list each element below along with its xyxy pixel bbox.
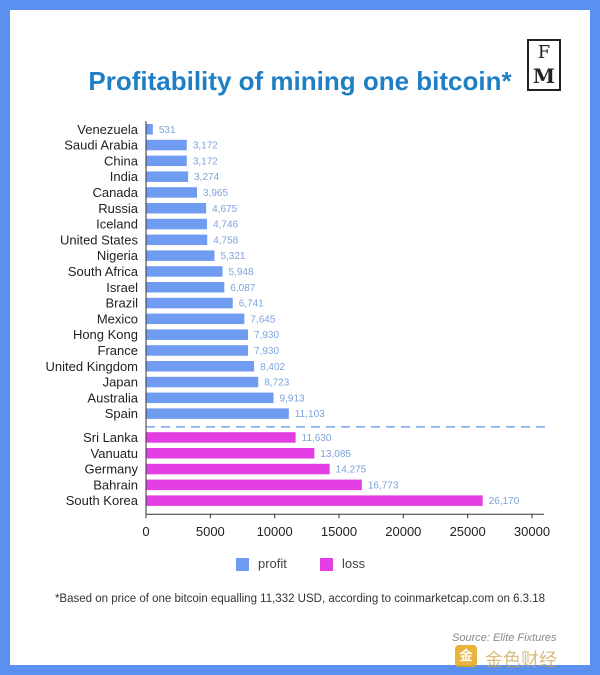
value-label: 14,275	[336, 465, 367, 476]
chart-title: Profitability of mining one bitcoin*	[88, 66, 512, 96]
golden-finance-logo-icon: 金	[455, 645, 477, 667]
bar-profit	[146, 376, 259, 388]
value-label: 4,758	[213, 235, 238, 246]
value-label: 9,913	[280, 393, 305, 404]
x-tick-label: 5000	[196, 524, 225, 539]
value-label: 7,930	[254, 346, 279, 357]
category-label: Saudi Arabia	[64, 138, 138, 153]
category-label: United Kingdom	[46, 359, 139, 374]
x-tick-label: 30000	[514, 524, 550, 539]
value-label: 6,087	[230, 283, 255, 294]
value-label: 7,930	[254, 330, 279, 341]
logo-letter-top: F	[537, 42, 551, 63]
bar-profit	[146, 218, 208, 230]
bar-profit	[146, 187, 198, 198]
category-label: Bahrain	[93, 477, 138, 492]
value-label: 11,630	[302, 433, 332, 444]
category-label: Hong Kong	[73, 327, 138, 342]
value-label: 4,746	[213, 220, 238, 231]
bar-loss	[146, 463, 330, 475]
value-label: 3,172	[193, 156, 218, 167]
legend-label-loss: loss	[342, 556, 366, 571]
value-label: 13,085	[320, 449, 351, 460]
value-label: 5,321	[220, 251, 245, 262]
legend-label-profit: profit	[258, 556, 287, 571]
x-tick-label: 0	[142, 524, 149, 539]
value-label: 3,172	[193, 141, 218, 152]
bar-profit	[146, 282, 225, 293]
category-label: Israel	[106, 280, 138, 295]
bar-profit	[146, 408, 289, 419]
legend-swatch-profit	[236, 558, 249, 571]
category-label: France	[98, 343, 138, 358]
value-label: 4,675	[212, 204, 237, 215]
value-label: 11,103	[295, 409, 325, 420]
logo-letter-bottom: M	[532, 64, 556, 88]
category-label: Brazil	[105, 296, 138, 311]
footnote: *Based on price of one bitcoin equalling…	[54, 593, 546, 605]
category-label: Iceland	[96, 217, 138, 232]
x-tick-label: 15000	[321, 524, 357, 539]
value-label: 16,773	[368, 480, 399, 491]
value-label: 531	[159, 125, 176, 136]
value-label: 3,274	[194, 172, 219, 183]
legend-swatch-loss	[320, 558, 333, 571]
bar-loss	[146, 495, 483, 506]
fm-logo: F M	[527, 39, 561, 91]
category-label: United States	[60, 232, 139, 247]
value-label: 8,723	[264, 378, 289, 389]
chart-card	[10, 10, 590, 665]
bar-profit	[146, 266, 223, 277]
category-label: South Africa	[68, 264, 139, 279]
value-label: 26,170	[489, 496, 520, 507]
category-label: Sri Lanka	[83, 430, 139, 445]
bar-profit	[146, 234, 208, 246]
source-credit: Source: Elite Fixtures	[452, 632, 557, 644]
bar-profit	[146, 171, 189, 182]
category-label: Vanuatu	[91, 446, 138, 461]
bar-profit	[146, 203, 207, 214]
legend: profit loss	[0, 555, 600, 575]
category-label: Venezuela	[77, 122, 138, 137]
category-label: Germany	[85, 462, 139, 477]
bar-profit	[146, 392, 274, 404]
category-label: Russia	[98, 201, 139, 216]
category-label: India	[110, 169, 139, 184]
bar-profit	[146, 250, 215, 261]
bar-profit	[146, 345, 249, 356]
bar-profit	[146, 155, 187, 167]
bar-profit	[146, 124, 153, 135]
x-tick-label: 25000	[450, 524, 486, 539]
category-label: Australia	[87, 390, 138, 405]
value-label: 8,402	[260, 362, 285, 373]
bar-profit	[146, 329, 249, 340]
bar-loss	[146, 479, 362, 491]
bar-profit	[146, 361, 255, 372]
bar-loss	[146, 432, 296, 443]
value-label: 5,948	[229, 267, 254, 278]
bar-profit	[146, 313, 245, 325]
value-label: 7,645	[250, 314, 275, 325]
category-label: Spain	[105, 406, 138, 421]
x-tick-label: 20000	[385, 524, 421, 539]
category-label: Mexico	[97, 311, 138, 326]
bar-profit	[146, 297, 233, 309]
watermark-text: 金色财经	[485, 650, 557, 671]
bar-loss	[146, 448, 315, 459]
category-label: China	[104, 153, 139, 168]
value-label: 3,965	[203, 188, 228, 199]
category-label: Japan	[103, 375, 138, 390]
category-label: Nigeria	[97, 248, 139, 263]
category-label: South Korea	[66, 493, 139, 508]
bar-profit	[146, 139, 187, 151]
x-tick-label: 10000	[257, 524, 293, 539]
category-label: Canada	[92, 185, 138, 200]
value-label: 6,741	[239, 299, 264, 310]
